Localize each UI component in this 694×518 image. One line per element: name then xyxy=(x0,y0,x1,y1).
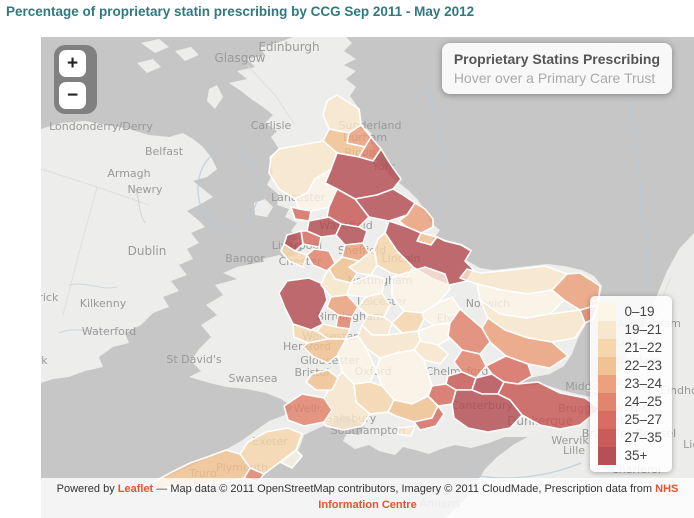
legend: 0–19 19–21 21–22 22–23 23–24 24–25 25–27… xyxy=(590,296,672,472)
info-box-subtitle: Hover over a Primary Care Trust xyxy=(453,70,656,86)
attribution-bar: Powered by Leaflet — Map data © 2011 Ope… xyxy=(41,478,694,518)
legend-swatch xyxy=(598,375,617,393)
legend-row: 25–27 xyxy=(598,411,662,429)
map-label-newry: Newry xyxy=(127,183,163,196)
legend-label: 21–22 xyxy=(624,340,662,355)
zoom-in-button[interactable]: + xyxy=(59,50,86,77)
map-label-armagh: Armagh xyxy=(107,167,150,180)
legend-label: 22–23 xyxy=(624,358,662,373)
legend-swatch xyxy=(598,339,617,357)
map-label-londonderry: Londonderry/Derry xyxy=(49,120,153,133)
land-islands xyxy=(175,47,199,61)
legend-swatch xyxy=(598,393,617,411)
map-canvas: Glasgow Edinburgh Londonderry/Derry Belf… xyxy=(41,37,694,518)
map-label-cork: Cork xyxy=(41,354,48,367)
pct-region[interactable] xyxy=(373,232,414,278)
legend-label: 23–24 xyxy=(624,376,662,391)
pct-region[interactable] xyxy=(283,230,304,252)
choropleth-layer[interactable] xyxy=(151,94,601,491)
page-title: Percentage of proprietary statin prescri… xyxy=(6,4,475,19)
map-label-stdavids: St David's xyxy=(166,353,222,366)
map-label-belfast: Belfast xyxy=(145,145,184,158)
land-isle-of-man xyxy=(254,199,273,217)
legend-swatch xyxy=(598,429,617,447)
legend-swatch xyxy=(598,447,617,465)
pct-region[interactable] xyxy=(413,405,445,431)
map-label-wervik: Wervik xyxy=(551,434,589,447)
attribution-text: Powered by xyxy=(56,483,115,496)
map-label-swansea: Swansea xyxy=(229,372,278,385)
info-box-title: Proprietary Statins Prescribing xyxy=(453,51,660,67)
attribution-text: — Map data © 2011 OpenStreetMap contribu… xyxy=(156,483,653,496)
legend-row: 0–19 xyxy=(598,303,662,321)
zoom-out-button[interactable]: − xyxy=(59,82,86,109)
land-islands xyxy=(207,85,223,109)
legend-row: 22–23 xyxy=(598,357,662,375)
legend-swatch xyxy=(598,321,617,339)
legend-swatch xyxy=(598,411,617,429)
pct-region[interactable] xyxy=(305,369,339,391)
legend-row: 23–24 xyxy=(598,375,662,393)
map-label-lille: Lille xyxy=(563,444,585,457)
pct-region[interactable] xyxy=(290,206,312,222)
legend-swatch xyxy=(598,357,617,375)
legend-label: 27–35 xyxy=(624,430,662,445)
nhs-link[interactable]: NHS Information Centre xyxy=(318,483,679,511)
map-label-waterford: Waterford xyxy=(82,325,136,338)
legend-row: 19–21 xyxy=(598,321,662,339)
land-ireland xyxy=(41,121,217,383)
pct-region[interactable] xyxy=(280,243,308,268)
legend-label: 24–25 xyxy=(624,394,662,409)
legend-label: 19–21 xyxy=(624,322,662,337)
river-lines xyxy=(58,184,146,334)
land-anglesey xyxy=(263,255,289,269)
land-islands xyxy=(137,59,161,73)
pct-region[interactable] xyxy=(302,338,347,364)
map-label-kilkenny: Kilkenny xyxy=(80,297,127,310)
legend-label: 0–19 xyxy=(624,304,655,319)
legend-row: 27–35 xyxy=(598,429,662,447)
legend-row: 21–22 xyxy=(598,339,662,357)
info-box: Proprietary Statins Prescribing Hover ov… xyxy=(441,43,672,94)
legend-row: 35+ xyxy=(598,447,662,465)
legend-label: 35+ xyxy=(624,448,648,463)
map-label-liege: Liège xyxy=(683,438,694,451)
pct-region[interactable] xyxy=(485,355,533,385)
map-label-bangor: Bangor xyxy=(225,252,265,265)
map-viewport[interactable]: Glasgow Edinburgh Londonderry/Derry Belf… xyxy=(41,37,694,518)
map-label-edinburgh: Edinburgh xyxy=(258,40,319,54)
zoom-control: + − xyxy=(54,45,97,114)
map-label-dublin: Dublin xyxy=(128,244,167,258)
map-label-carlisle: Carlisle xyxy=(251,119,292,132)
legend-swatch xyxy=(598,303,617,321)
map-label-limerick: Limerick xyxy=(41,291,59,304)
pct-region[interactable] xyxy=(279,449,303,469)
legend-row: 24–25 xyxy=(598,393,662,411)
pct-region[interactable] xyxy=(396,425,416,437)
pct-region[interactable] xyxy=(283,393,333,427)
map-label-glasgow: Glasgow xyxy=(214,51,265,65)
land-islands xyxy=(141,39,169,53)
legend-label: 25–27 xyxy=(624,412,662,427)
leaflet-link[interactable]: Leaflet xyxy=(117,483,154,496)
